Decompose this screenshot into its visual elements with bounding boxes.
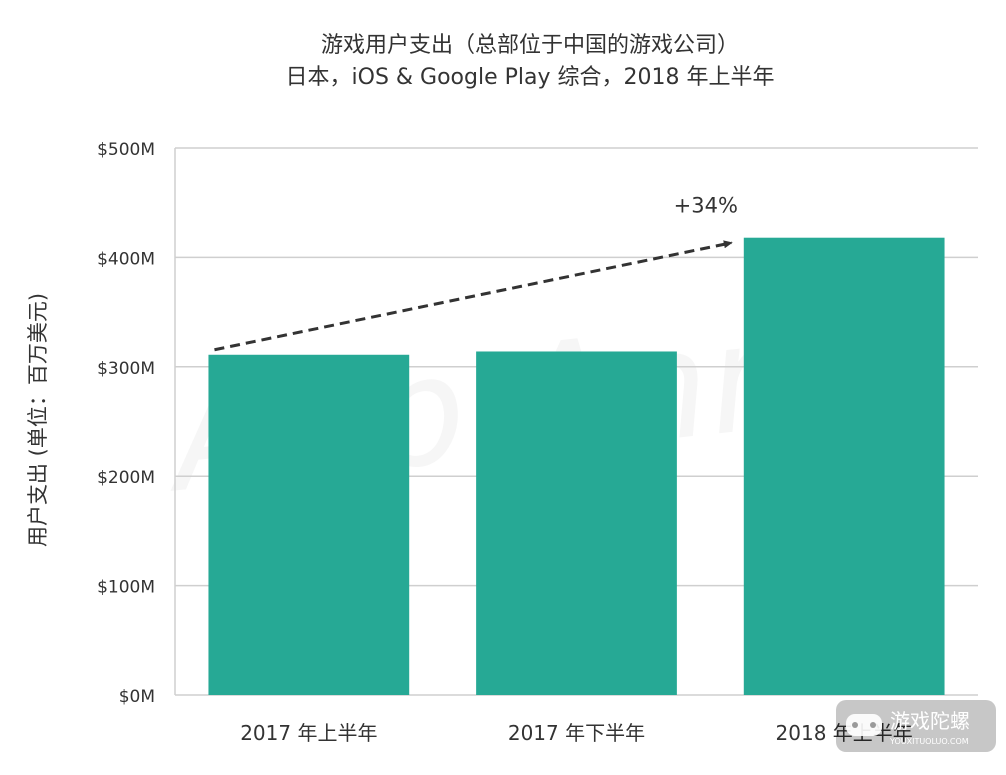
logo-subtext: YOUXITUOLUO.COM <box>889 737 969 746</box>
y-tick-label: $300M <box>97 359 155 379</box>
controller-icon <box>846 714 882 736</box>
bar <box>743 237 945 695</box>
logo-background <box>836 700 996 752</box>
chart-subtitle: 日本，iOS & Google Play 综合，2018 年上半年 <box>286 65 775 90</box>
y-tick-label: $0M <box>119 687 155 707</box>
y-tick-label: $100M <box>97 578 155 598</box>
y-axis-label: 用户支出 (单位：百万美元) <box>26 293 50 547</box>
growth-annotation: +34% <box>214 194 738 352</box>
x-tick-label: 2017 年下半年 <box>508 721 645 745</box>
chart-title: 游戏用户支出（总部位于中国的游戏公司） <box>321 33 739 58</box>
annotation-label: +34% <box>674 194 738 218</box>
y-tick-label: $400M <box>97 249 155 269</box>
y-tick-labels: $0M $100M $200M $300M $400M $500M <box>97 140 155 707</box>
trend-arrow <box>214 240 733 352</box>
bar <box>208 354 410 695</box>
y-tick-label: $500M <box>97 140 155 160</box>
x-tick-label: 2017 年上半年 <box>240 721 377 745</box>
logo-watermark: 游戏陀螺 YOUXITUOLUO.COM <box>836 700 996 752</box>
bar <box>476 351 677 695</box>
x-tick-label: 2018 年上半年 <box>776 721 913 745</box>
x-tick-labels: 2017 年上半年 2017 年下半年 2018 年上半年 <box>240 721 913 745</box>
y-tick-label: $200M <box>97 468 155 488</box>
logo-text: 游戏陀螺 <box>890 709 970 733</box>
bars <box>208 237 945 695</box>
